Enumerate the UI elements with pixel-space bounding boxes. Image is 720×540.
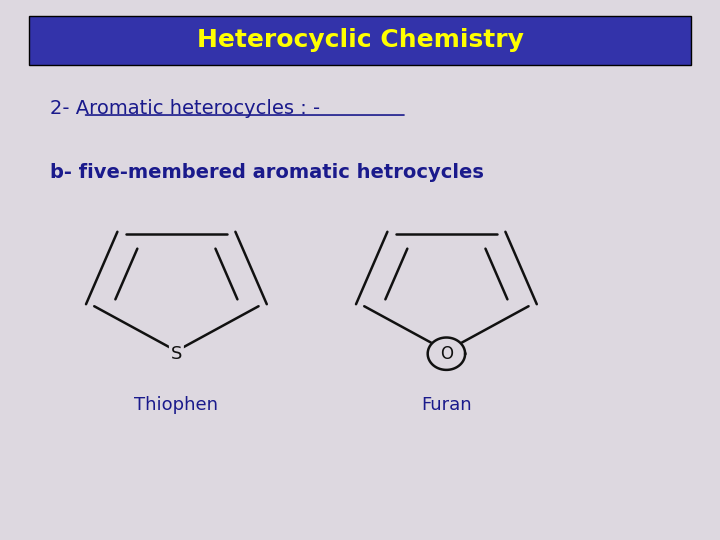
Text: O: O bbox=[440, 345, 453, 363]
Text: b- five-membered aromatic hetrocycles: b- five-membered aromatic hetrocycles bbox=[50, 163, 485, 183]
Text: 2- Aromatic heterocycles : -: 2- Aromatic heterocycles : - bbox=[50, 98, 320, 118]
FancyBboxPatch shape bbox=[29, 16, 691, 65]
Text: Heterocyclic Chemistry: Heterocyclic Chemistry bbox=[197, 29, 523, 52]
Text: S: S bbox=[171, 345, 182, 363]
Polygon shape bbox=[428, 338, 465, 370]
Text: Thiophen: Thiophen bbox=[135, 396, 218, 414]
Text: Furan: Furan bbox=[421, 396, 472, 414]
